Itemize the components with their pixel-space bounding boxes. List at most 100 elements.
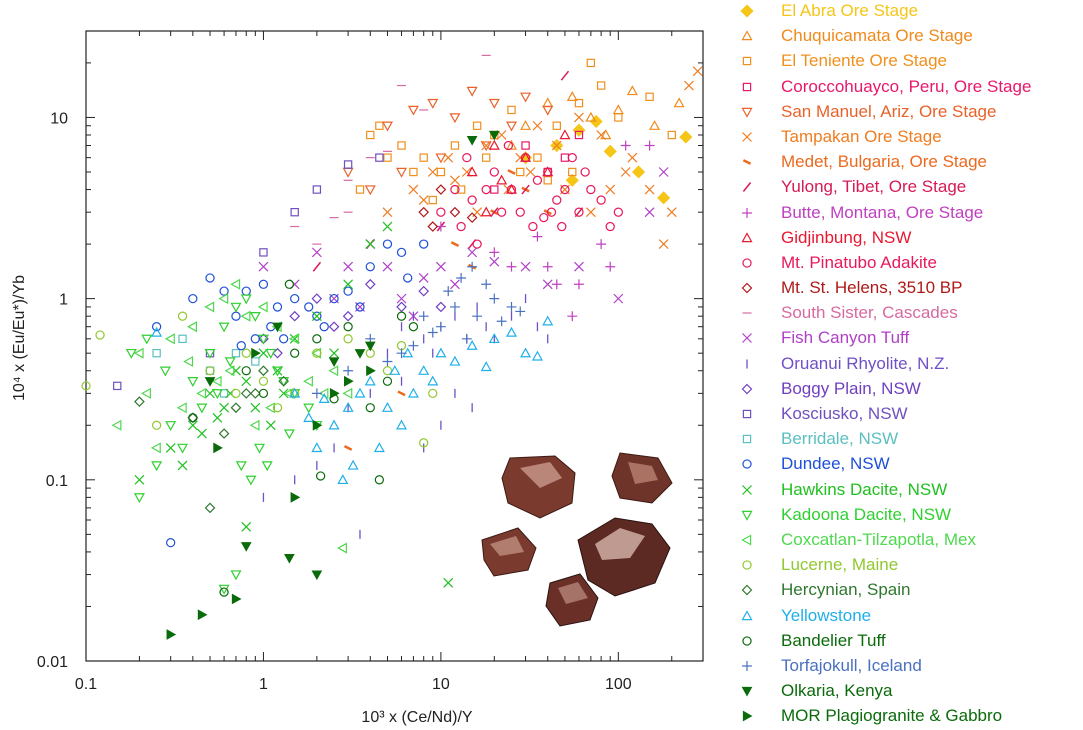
- data-point: [81, 381, 91, 391]
- data-point: [436, 167, 446, 177]
- data-point: [288, 333, 299, 345]
- data-point: [278, 377, 290, 387]
- data-point: [427, 327, 438, 338]
- series-group: [418, 184, 478, 232]
- data-point: [133, 493, 145, 504]
- x-tick-label: 10: [432, 676, 450, 693]
- data-point: [567, 152, 577, 163]
- data-point: [645, 92, 654, 102]
- data-point: [520, 92, 532, 103]
- data-point: [219, 402, 230, 413]
- data-point: [240, 388, 252, 399]
- data-point: [211, 375, 222, 387]
- series-group: [152, 334, 260, 398]
- data-point: [574, 112, 584, 123]
- data-point: [290, 207, 299, 217]
- data-point: [443, 152, 454, 163]
- data-point: [467, 261, 478, 272]
- data-point: [375, 121, 384, 130]
- data-point: [151, 420, 162, 430]
- data-point: [303, 403, 315, 414]
- data-point: [435, 301, 447, 313]
- data-point: [312, 185, 322, 194]
- data-point: [542, 97, 554, 108]
- data-point: [525, 167, 536, 177]
- legend-marker: [741, 609, 753, 620]
- data-point: [382, 221, 393, 232]
- legend-marker: [741, 107, 753, 118]
- data-point: [557, 221, 567, 232]
- data-point: [230, 402, 242, 414]
- data-point: [742, 636, 752, 646]
- series-group: [311, 261, 526, 399]
- data-point: [742, 82, 752, 91]
- data-point: [505, 326, 518, 337]
- data-point: [436, 207, 446, 217]
- data-point: [443, 286, 454, 297]
- legend-item: Hercynian, Spain: [735, 579, 1080, 604]
- data-point: [241, 366, 251, 376]
- legend-marker: [742, 159, 752, 166]
- data-point: [620, 140, 631, 151]
- data-point: [626, 85, 638, 96]
- data-point: [272, 365, 283, 376]
- legend-item: Olkaria, Kenya: [735, 680, 1080, 705]
- data-point: [507, 169, 516, 175]
- legend-label: Fish Canyon Tuff: [781, 328, 910, 348]
- data-point: [187, 377, 199, 387]
- data-point: [337, 542, 347, 554]
- data-point: [318, 393, 330, 403]
- data-point: [566, 91, 578, 102]
- data-point: [503, 140, 514, 151]
- series-group: [188, 279, 419, 597]
- data-point: [742, 333, 752, 344]
- legend-item: Medet, Bulgaria, Ore Stage: [735, 151, 1080, 176]
- data-point: [467, 247, 478, 258]
- data-point: [428, 195, 437, 205]
- data-point: [283, 387, 294, 399]
- data-point: [403, 273, 413, 283]
- data-point: [213, 442, 223, 454]
- data-point: [272, 403, 283, 413]
- data-point: [409, 167, 418, 177]
- data-point: [249, 311, 261, 322]
- data-point: [344, 375, 354, 387]
- legend-item: Coxcatlan-Tilzapotla, Mex: [735, 529, 1080, 554]
- data-point: [551, 279, 562, 290]
- legend-marker: [742, 57, 752, 66]
- data-point: [258, 376, 269, 386]
- legend-item: South Sister, Cascades: [735, 302, 1080, 327]
- crystal-highlight: [595, 528, 645, 560]
- data-point: [231, 348, 241, 358]
- data-point: [355, 185, 365, 194]
- data-point: [284, 279, 295, 289]
- data-point: [312, 419, 323, 431]
- data-point: [644, 140, 655, 151]
- data-point: [427, 375, 439, 386]
- legend-marker: [742, 636, 752, 646]
- legend-marker: [742, 312, 752, 314]
- legend-label: Tampakan Ore Stage: [781, 126, 942, 146]
- data-point: [290, 348, 300, 358]
- legend-marker: [741, 584, 753, 596]
- data-point: [580, 167, 590, 177]
- data-point: [489, 167, 499, 177]
- data-point: [543, 176, 552, 185]
- legend-label: Yulong, Tibet, Ore Stage: [781, 177, 967, 197]
- data-point: [449, 113, 461, 124]
- data-point: [258, 388, 269, 399]
- data-point: [272, 302, 283, 312]
- legend-marker: [741, 30, 753, 41]
- data-point: [741, 609, 753, 620]
- data-point: [364, 341, 376, 352]
- legend-item: San Manuel, Ariz, Ore Stage: [735, 101, 1080, 126]
- legend-marker: [742, 484, 752, 495]
- data-point: [574, 98, 584, 108]
- data-point: [520, 347, 532, 358]
- data-point: [382, 366, 393, 376]
- data-point: [742, 710, 753, 722]
- data-point: [230, 570, 242, 581]
- data-point: [596, 195, 606, 205]
- data-point: [600, 129, 612, 140]
- legend-item: Kosciusko, NSW: [735, 403, 1080, 428]
